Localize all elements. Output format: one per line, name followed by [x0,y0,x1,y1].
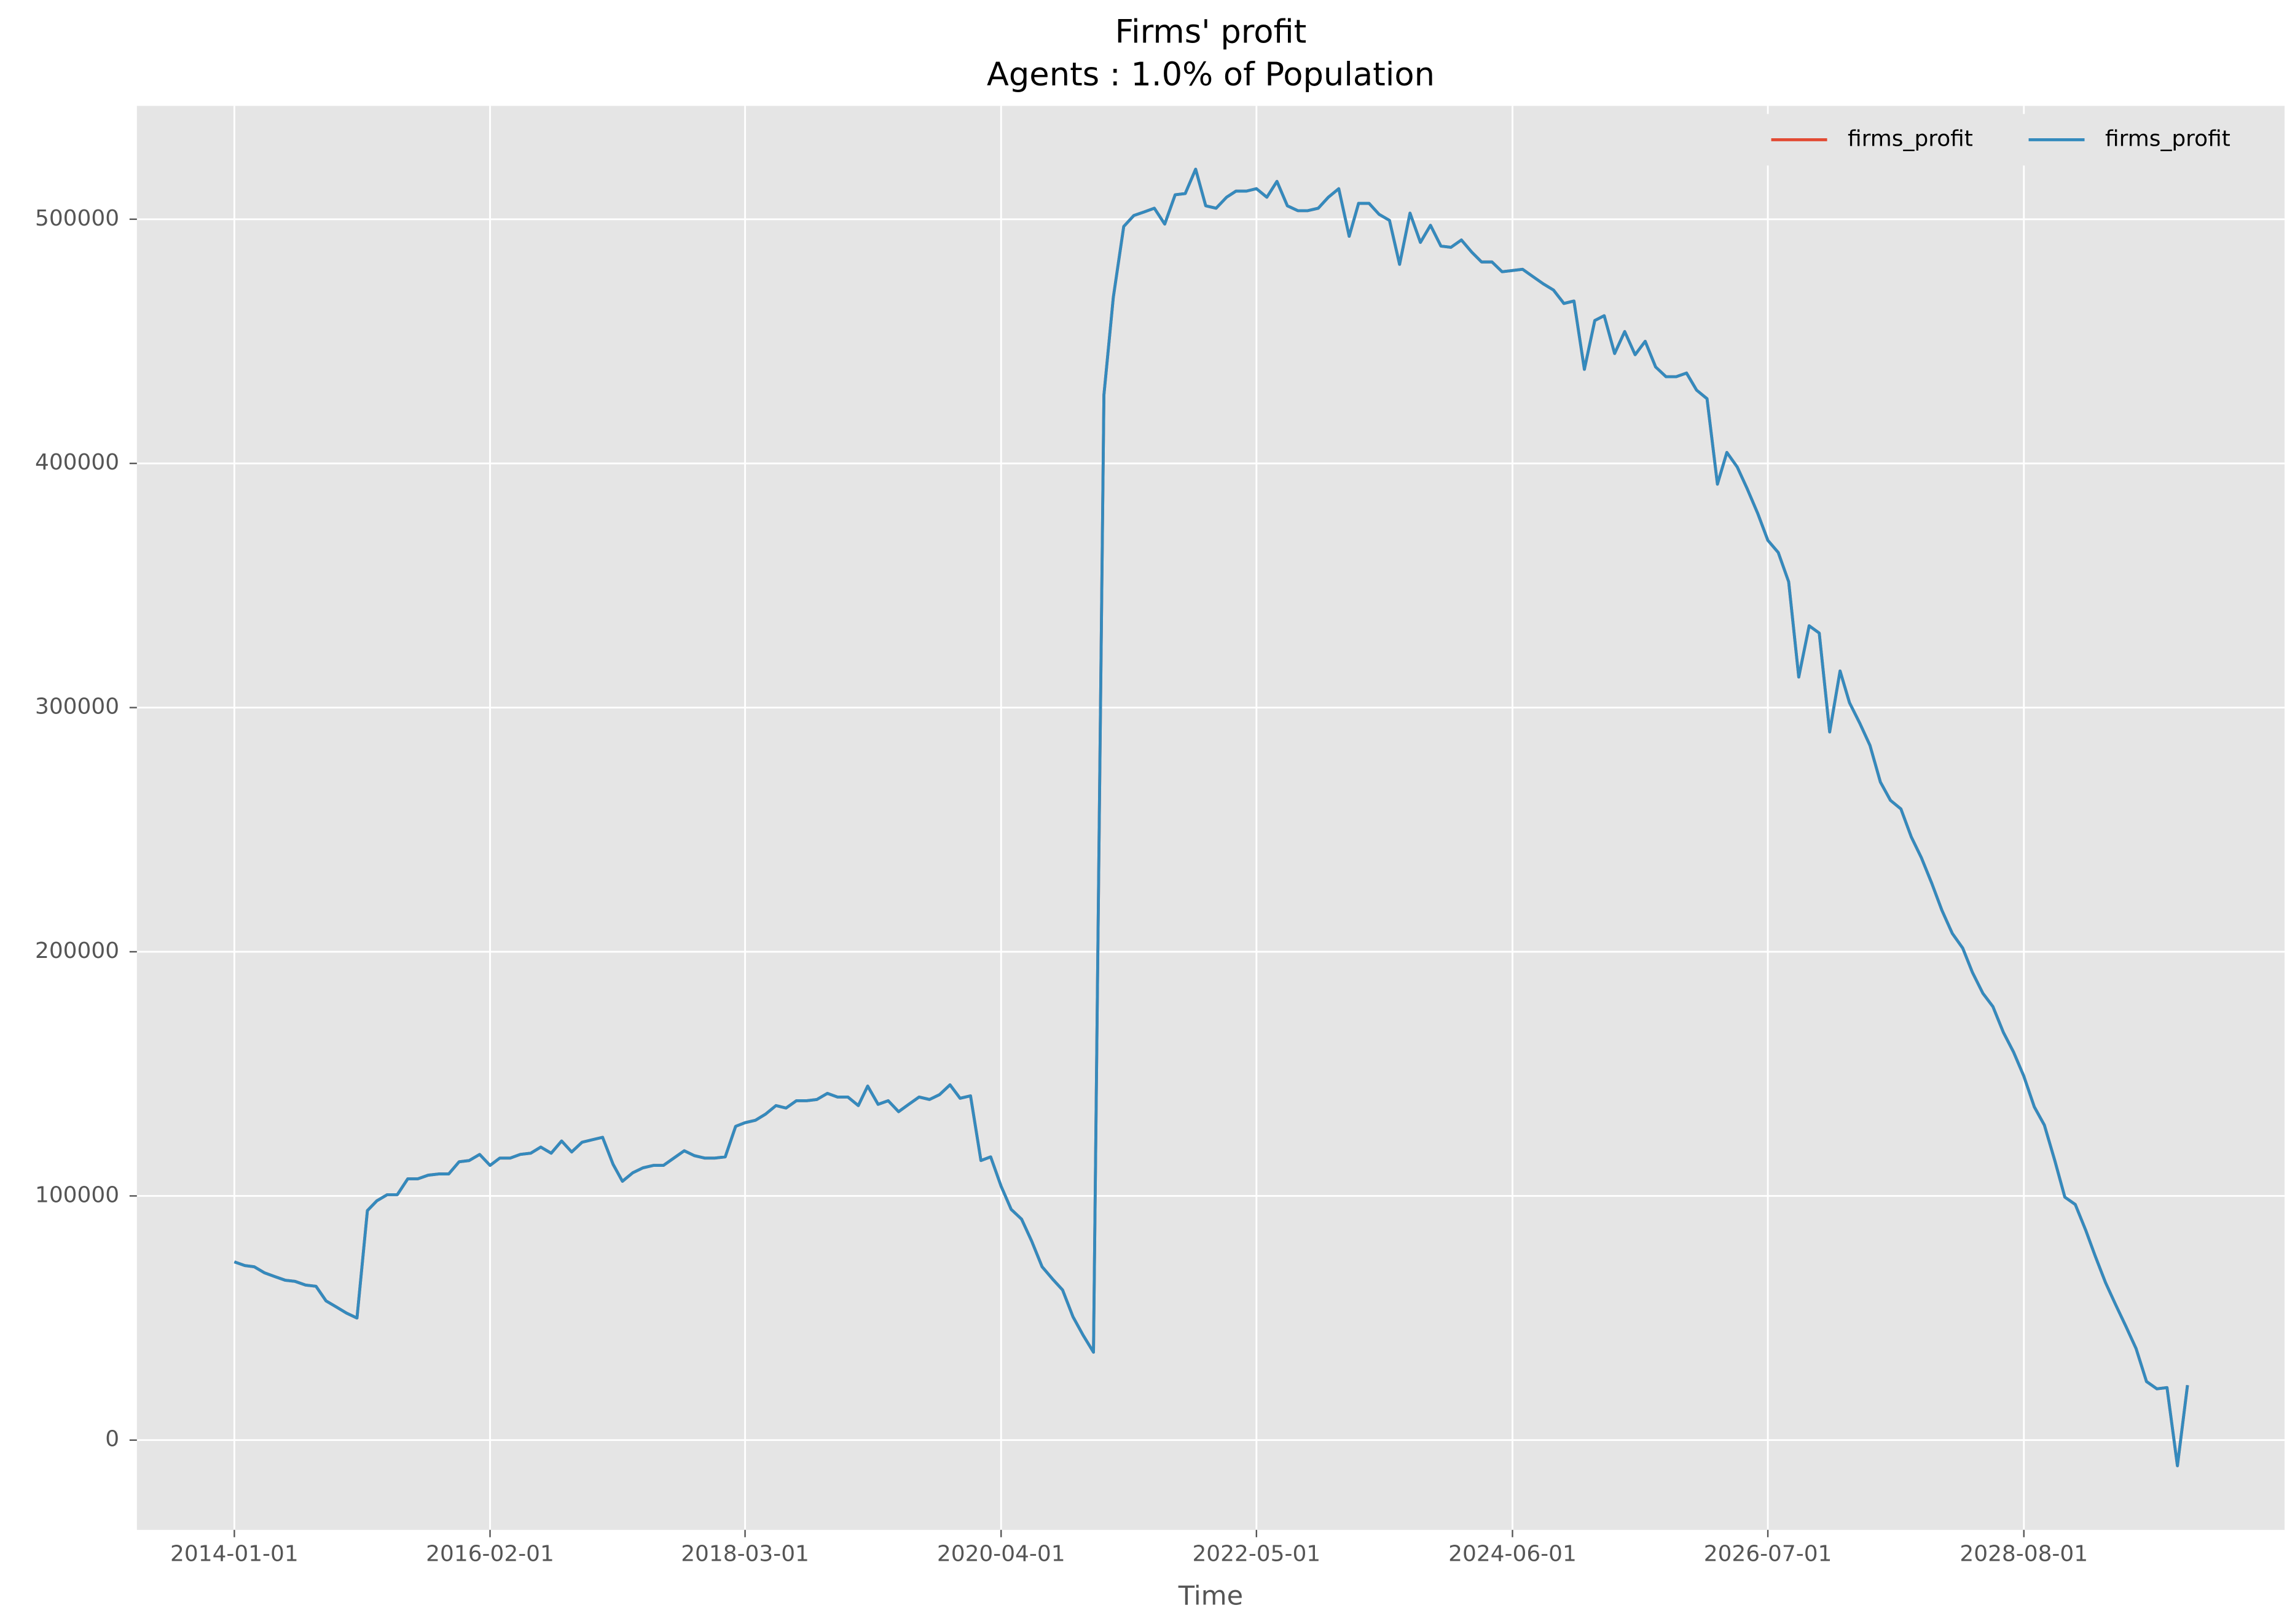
y-tick-label: 100000 [35,1182,119,1207]
y-tick-label: 0 [105,1427,119,1452]
grid: 0 100000 200000 300000 400000 500000 2014-01-0… [35,106,2285,1566]
x-tick-label: 2024-06-01 [1448,1541,1577,1566]
legend-label: firms_profit [2105,126,2230,151]
x-tick-label: 2018-03-01 [681,1541,809,1566]
x-tick-label: 2016-02-01 [426,1541,554,1566]
x-tick-label: 2014-01-01 [170,1541,299,1566]
x-tick-label: 2028-08-01 [1960,1541,2088,1566]
chart-title: Firms' profit [1115,14,1307,51]
y-tick-label: 500000 [35,206,119,231]
chart-subtitle: Agents : 1.0% of Population [987,56,1435,93]
series-line [233,167,2189,1467]
plot-background [136,106,2285,1530]
lines [233,167,2189,1467]
y-tick-label: 400000 [35,450,119,475]
y-tick-label: 300000 [35,694,119,720]
x-axis-label: Time [1178,1580,1243,1611]
legend-label: firms_profit [1848,126,1973,151]
legend: firms_profit firms_profit [1759,114,2275,166]
x-tick-label: 2020-04-01 [937,1541,1065,1566]
x-tick-label: 2022-05-01 [1192,1541,1320,1566]
x-tick-label: 2026-07-01 [1704,1541,1832,1566]
y-tick-label: 200000 [35,938,119,963]
legend-box [1759,114,2275,166]
